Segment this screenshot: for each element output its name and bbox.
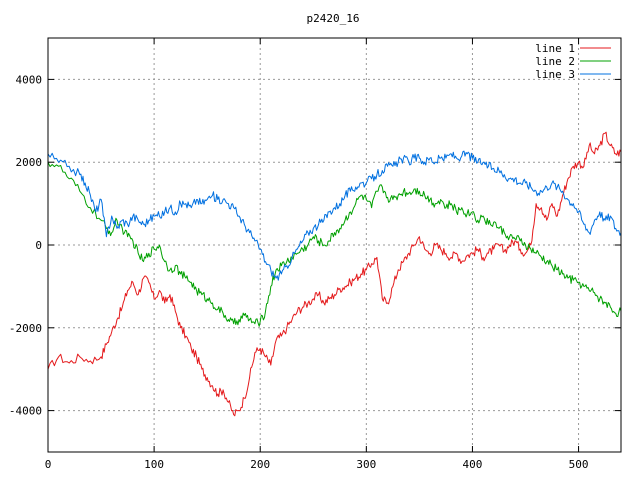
- y-tick-label: 4000: [16, 73, 43, 86]
- x-tick-label: 0: [45, 458, 52, 471]
- x-tick-label: 400: [463, 458, 483, 471]
- grid-lines: [48, 38, 621, 452]
- series-group: [47, 131, 622, 417]
- x-tick-label: 500: [569, 458, 589, 471]
- chart-title: p2420_16: [307, 12, 360, 25]
- y-tick-label: -4000: [9, 405, 42, 418]
- legend-label: line 3: [535, 68, 575, 81]
- series-line-1: [47, 131, 622, 417]
- x-tick-label: 100: [144, 458, 164, 471]
- legend-label: line 1: [535, 42, 575, 55]
- y-tick-label: 0: [35, 239, 42, 252]
- series-line-3: [47, 150, 622, 281]
- x-tick-label: 200: [250, 458, 270, 471]
- y-tick-label: 2000: [16, 156, 43, 169]
- plot-frame: [47, 37, 622, 453]
- x-tick-label: 300: [356, 458, 376, 471]
- axis-ticks: 0 100 200 300 400 500 -4000 -2000 0 2000 4000: [9, 38, 621, 471]
- series-line-2: [47, 161, 622, 327]
- legend-label: line 2: [535, 55, 575, 68]
- y-tick-label: -2000: [9, 322, 42, 335]
